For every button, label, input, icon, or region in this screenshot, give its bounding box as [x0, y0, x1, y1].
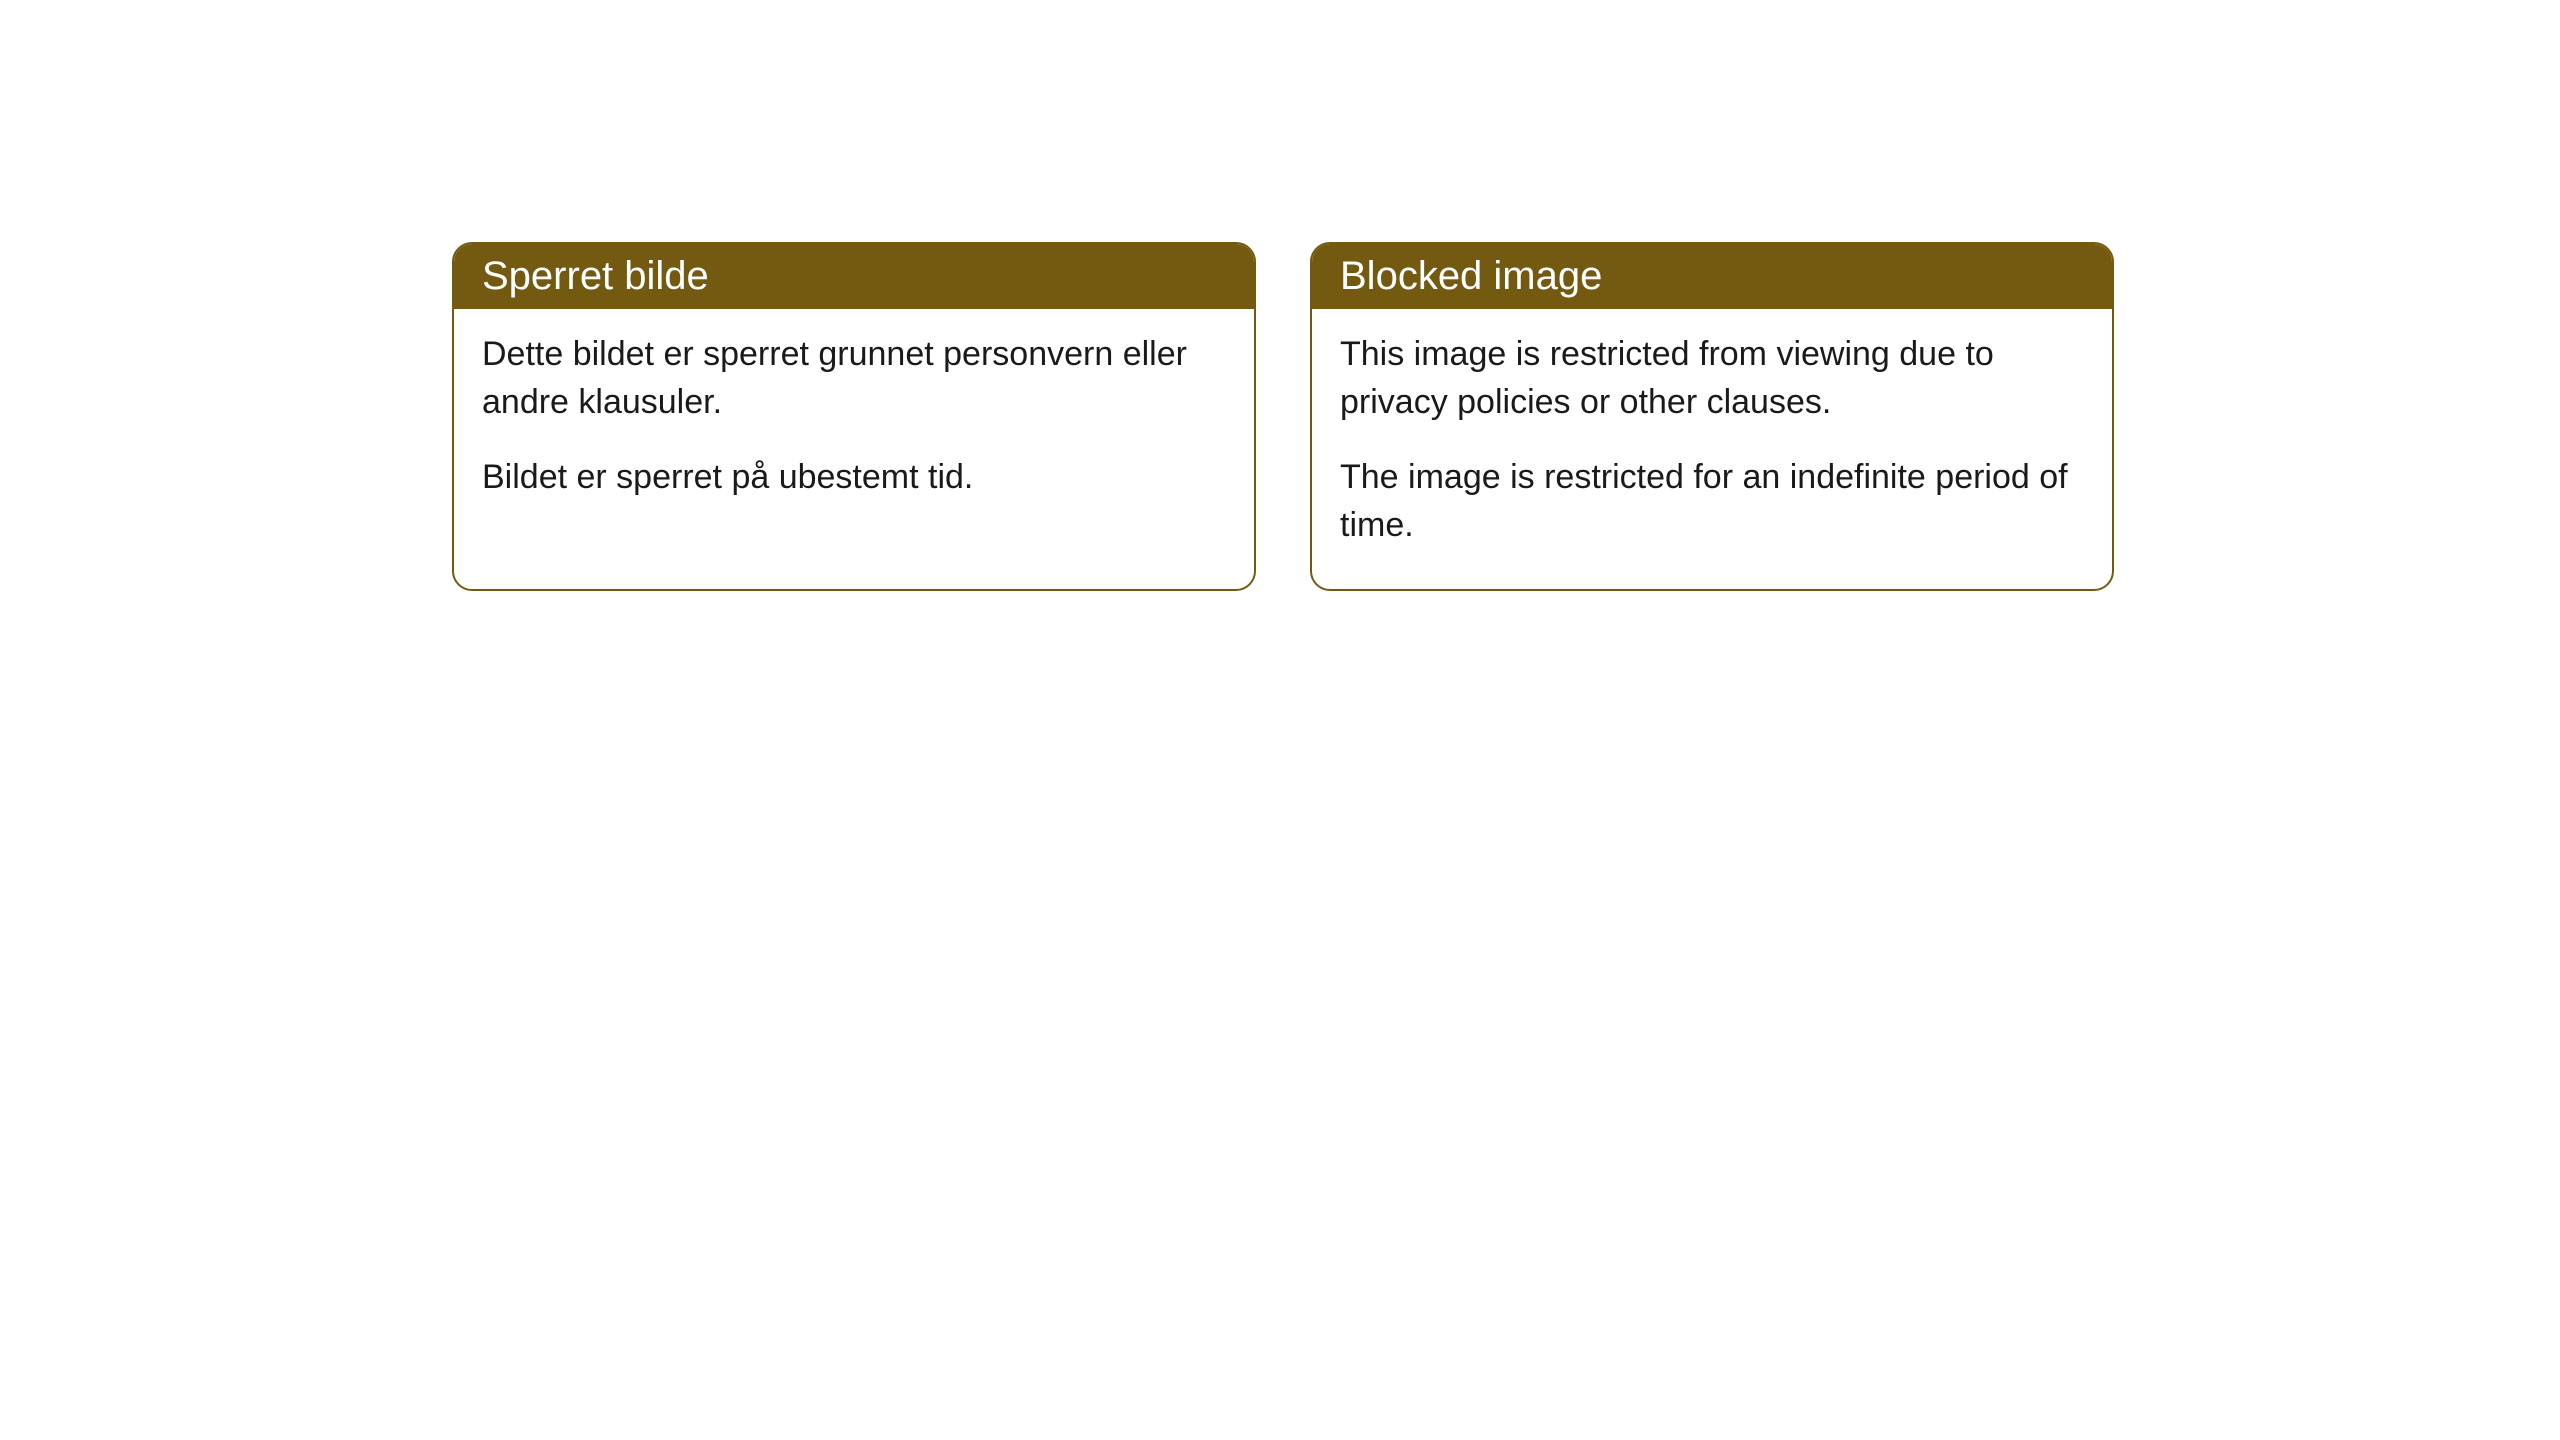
- blocked-image-card-english: Blocked image This image is restricted f…: [1310, 242, 2114, 591]
- card-text-english-2: The image is restricted for an indefinit…: [1340, 454, 2084, 549]
- card-text-norwegian-1: Dette bildet er sperret grunnet personve…: [482, 331, 1226, 426]
- card-header-english: Blocked image: [1312, 244, 2112, 309]
- card-title-english: Blocked image: [1340, 254, 1602, 298]
- card-header-norwegian: Sperret bilde: [454, 244, 1254, 309]
- blocked-image-card-norwegian: Sperret bilde Dette bildet er sperret gr…: [452, 242, 1256, 591]
- card-text-norwegian-2: Bildet er sperret på ubestemt tid.: [482, 454, 1226, 502]
- card-body-norwegian: Dette bildet er sperret grunnet personve…: [454, 309, 1254, 542]
- card-title-norwegian: Sperret bilde: [482, 254, 709, 298]
- card-text-english-1: This image is restricted from viewing du…: [1340, 331, 2084, 426]
- notice-cards-container: Sperret bilde Dette bildet er sperret gr…: [452, 242, 2114, 591]
- card-body-english: This image is restricted from viewing du…: [1312, 309, 2112, 589]
